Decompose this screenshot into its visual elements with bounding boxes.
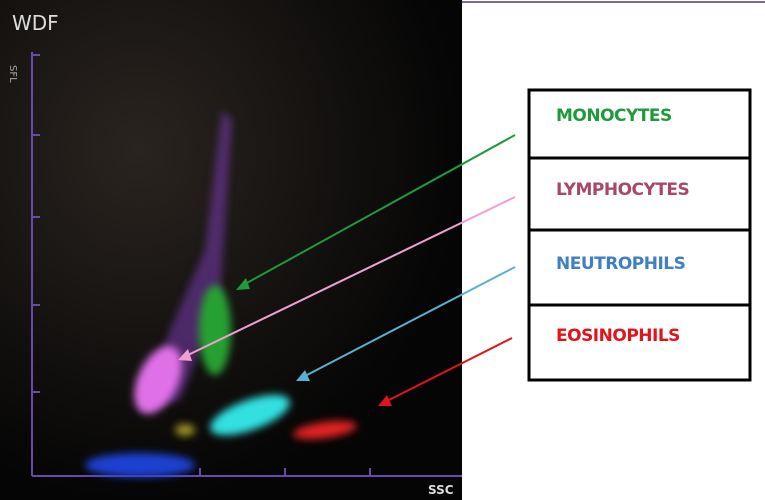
purple-streak	[140, 110, 232, 410]
arrow	[187, 196, 516, 356]
axes	[31, 52, 462, 477]
neutrophil-cluster	[210, 394, 290, 436]
y-axis-label: SFL	[7, 65, 18, 83]
arrowhead	[236, 278, 250, 290]
blue-cluster	[85, 453, 195, 477]
label-texts: MONOCYTES LYMPHOCYTES NEUTROPHILS EOSINOPHI…	[556, 106, 690, 346]
label-box	[527, 303, 752, 382]
arrowhead	[178, 349, 192, 361]
arrowhead	[296, 370, 310, 381]
cell-label: EOSINOPHILS	[556, 326, 680, 346]
arrow	[244, 134, 516, 285]
monocyte-cluster	[199, 285, 231, 375]
plot-title: WDF	[12, 11, 59, 35]
yellow-cluster	[175, 424, 195, 436]
x-axis-label: SSC	[428, 483, 454, 497]
label-boxes	[527, 88, 752, 382]
arrow	[386, 337, 513, 402]
lymphocyte-cluster	[134, 346, 182, 414]
arrows	[178, 134, 516, 406]
cell-label: LYMPHOCYTES	[556, 180, 689, 200]
eosinophil-cluster	[293, 420, 357, 440]
cell-label: NEUTROPHILS	[556, 254, 685, 274]
clusters	[85, 110, 357, 477]
cell-label: MONOCYTES	[556, 106, 672, 126]
arrowhead	[378, 395, 392, 406]
arrow	[304, 266, 516, 377]
